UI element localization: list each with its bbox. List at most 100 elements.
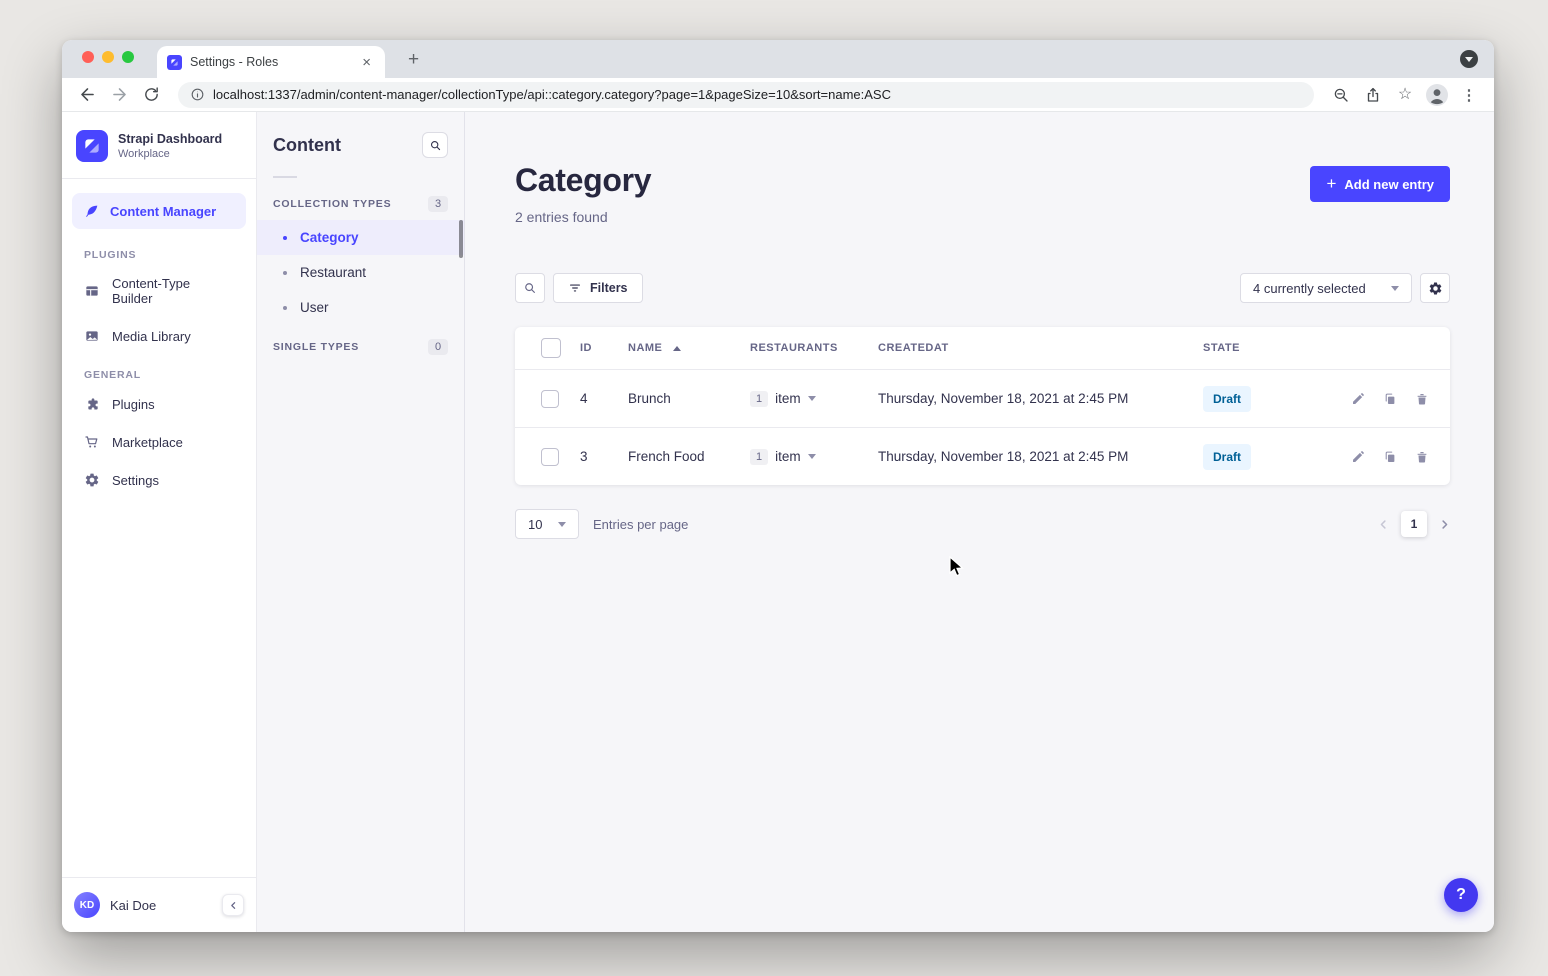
subnav-item-label: Category [300,230,359,245]
duplicate-row-button[interactable] [1376,443,1404,471]
sidebar-item-media-library[interactable]: Media Library [62,317,256,355]
window-controls [82,51,134,63]
single-types-count: 0 [428,339,448,355]
column-header-restaurants[interactable]: RESTAURANTS [750,342,838,354]
fields-selected-dropdown[interactable]: 4 currently selected [1240,273,1412,303]
reload-button[interactable] [136,81,166,109]
page-size-select[interactable]: 10 [515,509,579,539]
bullet-icon [283,305,287,310]
view-settings-button[interactable] [1420,273,1450,303]
pagination-bar: 10 Entries per page 1 [515,509,1450,539]
sidebar-item-plugins[interactable]: Plugins [62,385,256,423]
table-row[interactable]: 3 French Food 1 item Thursday, November … [515,427,1450,485]
relation-count-badge: 1 [750,448,769,465]
minimize-window-button[interactable] [102,51,114,63]
user-avatar[interactable]: KD [74,892,100,918]
scrollbar-thumb[interactable] [459,220,463,258]
forward-button[interactable] [104,81,134,109]
chevron-down-icon[interactable] [807,454,816,459]
filters-button[interactable]: Filters [553,273,643,303]
subnav-item-label: User [300,300,329,315]
cell-restaurants[interactable]: 1 item [735,390,863,407]
question-icon: ? [1456,886,1466,903]
sidebar-item-content-type-builder[interactable]: Content-Type Builder [62,265,256,317]
column-header-name[interactable]: NAME [613,342,735,354]
edit-row-button[interactable] [1344,385,1372,413]
back-button[interactable] [72,81,102,109]
delete-row-button[interactable] [1408,443,1436,471]
status-badge: Draft [1203,443,1252,470]
search-entries-button[interactable] [515,273,545,303]
browser-tab[interactable]: Settings - Roles × [157,46,385,78]
select-all-checkbox[interactable] [541,338,561,358]
subnav-item-category[interactable]: Category [257,220,464,255]
edit-row-button[interactable] [1344,443,1372,471]
subnav-item-user[interactable]: User [257,290,464,325]
cell-restaurants[interactable]: 1 item [735,448,863,465]
page-size-value: 10 [528,516,543,532]
tab-strip: Settings - Roles × + [62,40,1494,78]
subnav-search-button[interactable] [422,132,448,158]
new-tab-button[interactable]: + [408,49,420,70]
main-content: Category 2 entries found + Add new entry [465,112,1494,932]
divider [273,176,297,178]
previous-page-button[interactable] [1378,519,1389,530]
table-header-row: ID NAME RESTAURANTS CREATEDAT STATE [515,327,1450,369]
browser-menu-button[interactable]: ⋮ [1454,81,1484,109]
column-header-createdat[interactable]: CREATEDAT [878,342,949,354]
cell-name: Brunch [628,391,671,406]
help-button[interactable]: ? [1444,878,1478,912]
share-icon[interactable] [1358,81,1388,109]
sidebar-item-label: Content Manager [110,203,217,219]
close-window-button[interactable] [82,51,94,63]
table-row[interactable]: 4 Brunch 1 item Thursday, November 18, 2… [515,369,1450,427]
next-page-button[interactable] [1439,519,1450,530]
subnav-item-restaurant[interactable]: Restaurant [257,255,464,290]
collection-types-header: COLLECTION TYPES 3 [257,182,464,220]
cell-id: 3 [580,449,588,464]
row-checkbox[interactable] [541,389,559,408]
app-name: Strapi Dashboard [118,132,223,146]
cell-id: 4 [580,391,588,406]
sidebar-item-marketplace[interactable]: Marketplace [62,423,256,461]
sidebar-item-label: Settings [112,472,159,488]
bullet-icon [283,270,287,275]
plus-icon: + [1326,174,1337,193]
sidebar-item-content-manager[interactable]: Content Manager [72,193,246,229]
zoom-page-icon[interactable] [1326,81,1356,109]
column-header-state[interactable]: STATE [1203,342,1240,354]
page-number[interactable]: 1 [1401,511,1427,537]
site-info-icon[interactable] [190,87,205,102]
feather-icon [84,203,100,219]
sidebar-item-settings[interactable]: Settings [62,461,256,499]
collapse-sidebar-button[interactable] [222,894,244,916]
bookmark-star-icon[interactable]: ☆ [1390,81,1420,109]
strapi-app: Strapi Dashboard Workplace Content Manag… [62,112,1494,932]
column-header-id[interactable]: ID [580,342,592,354]
gear-icon [84,472,100,488]
address-bar[interactable]: localhost:1337/admin/content-manager/col… [178,81,1314,108]
bullet-icon [283,235,287,240]
cart-icon [84,434,100,450]
row-checkbox[interactable] [541,447,559,466]
delete-row-button[interactable] [1408,385,1436,413]
cell-name: French Food [628,449,705,464]
tab-title: Settings - Roles [190,55,279,69]
picture-icon [84,328,100,344]
chevron-down-icon[interactable] [807,396,816,401]
zoom-window-button[interactable] [122,51,134,63]
profile-avatar[interactable] [1422,81,1452,109]
sort-ascending-icon [673,345,682,351]
add-new-entry-button[interactable]: + Add new entry [1310,166,1450,202]
collection-types-count: 3 [428,196,448,212]
duplicate-row-button[interactable] [1376,385,1404,413]
entries-per-page-label: Entries per page [593,516,689,532]
tab-close-icon[interactable]: × [362,53,371,71]
sidebar-item-label: Marketplace [112,434,183,450]
workspace-switcher[interactable]: Strapi Dashboard Workplace [62,112,256,179]
main-sidebar: Strapi Dashboard Workplace Content Manag… [62,112,257,932]
filters-label: Filters [590,281,628,295]
kebab-glyph: ⋮ [1461,86,1477,104]
tab-search-button[interactable] [1460,50,1478,68]
workspace-name: Workplace [118,148,170,160]
